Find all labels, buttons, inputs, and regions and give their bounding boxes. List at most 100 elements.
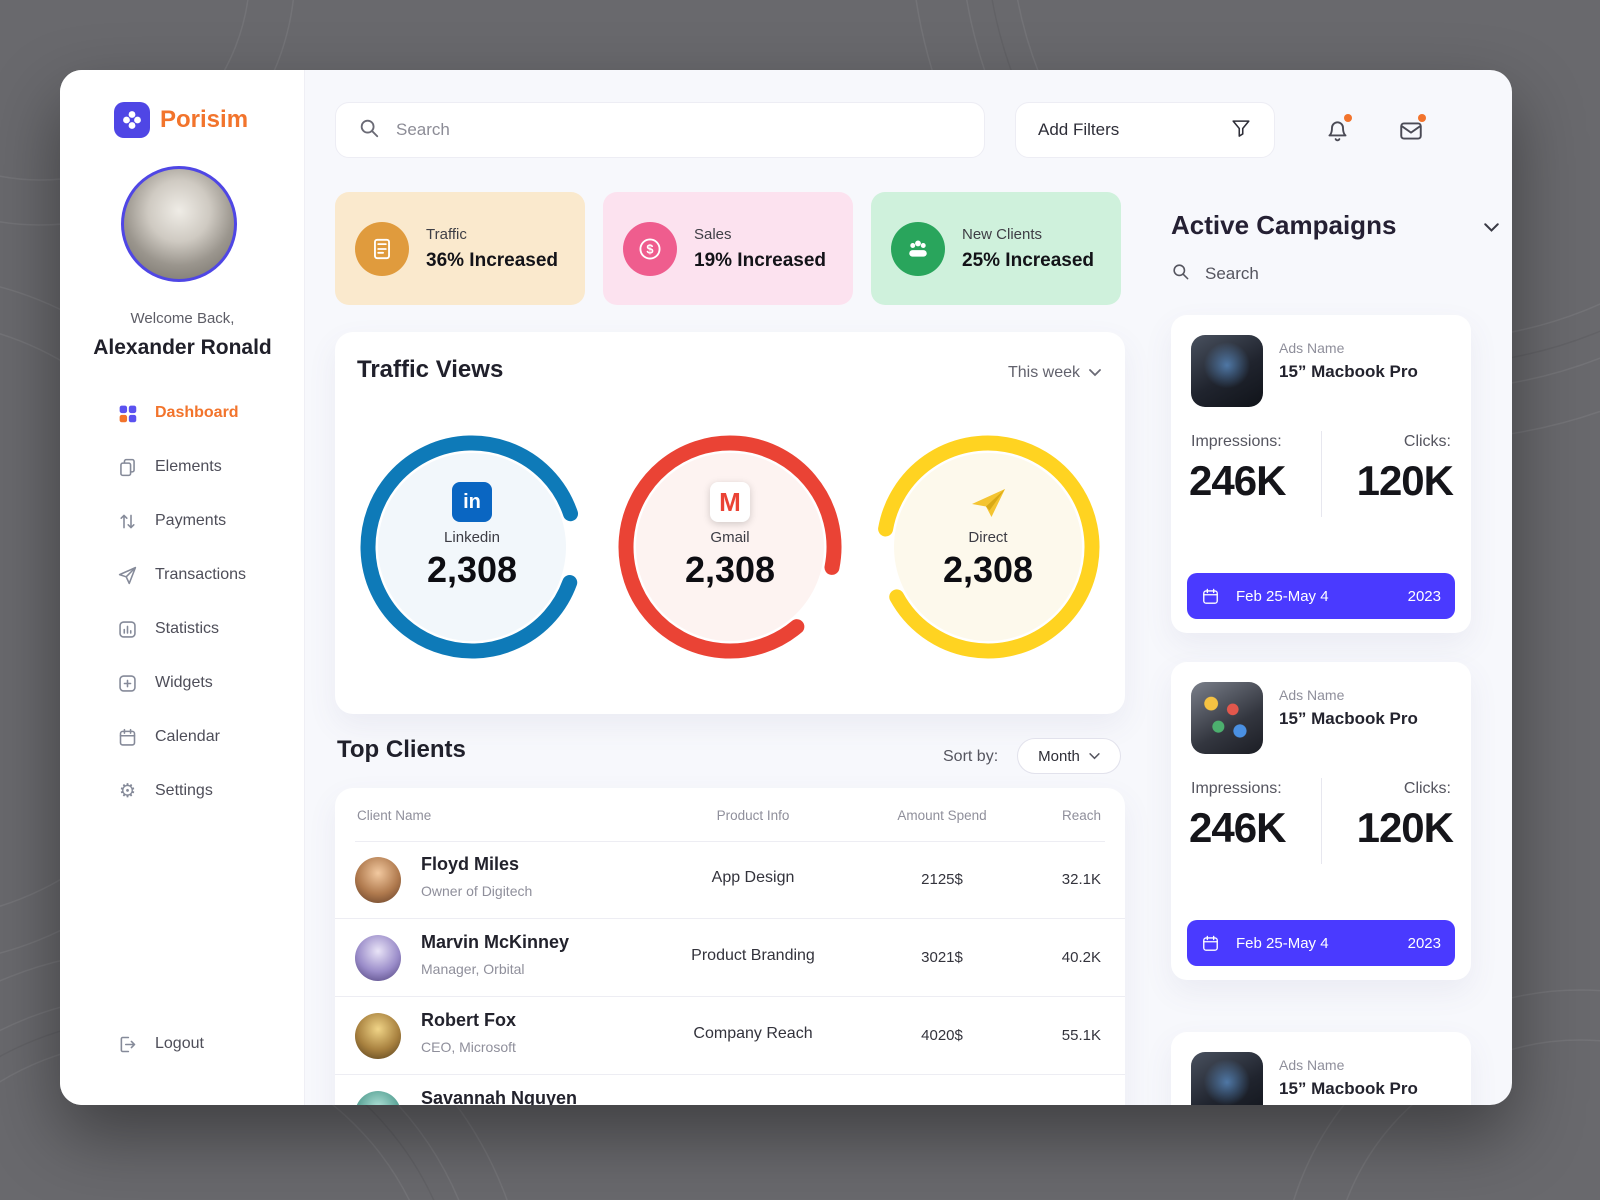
active-campaigns-title: Active Campaigns xyxy=(1171,210,1397,240)
calculator-icon xyxy=(355,221,409,276)
calendar-icon xyxy=(1203,935,1218,951)
client-avatar xyxy=(355,1013,401,1059)
campaigns-collapse-chevron[interactable] xyxy=(1484,220,1499,238)
col-product-info: Product Info xyxy=(716,808,790,823)
client-role: Manager, Orbital xyxy=(421,961,525,977)
chevron-down-icon xyxy=(1484,223,1499,232)
logout-label: Logout xyxy=(155,1035,204,1052)
period-dropdown[interactable]: This week xyxy=(1008,364,1101,382)
ring-value: 2,308 xyxy=(942,549,1034,590)
add-filters-label: Add Filters xyxy=(1038,120,1120,139)
calendar-icon xyxy=(1203,588,1218,604)
add-filters-button[interactable]: Add Filters xyxy=(1015,102,1275,158)
sidebar-item-label: Payments xyxy=(155,512,227,529)
ads-label: Ads Name xyxy=(1279,687,1345,703)
stat-card-sales: $ Sales 19% Increased xyxy=(603,192,853,305)
search-input[interactable] xyxy=(394,119,962,141)
funnel-icon xyxy=(1230,117,1252,144)
impressions-label: Impressions: xyxy=(1191,433,1282,450)
stat-label: Traffic xyxy=(426,225,467,243)
gmail-icon: M xyxy=(710,482,750,522)
campaign-card[interactable]: Ads Name 15” Macbook Pro Impressions: Cl… xyxy=(1171,315,1471,633)
chevron-down-icon xyxy=(1089,752,1100,759)
ring-label: Direct xyxy=(968,529,1008,546)
plus-square-icon xyxy=(116,672,139,695)
sidebar-item-statistics[interactable]: Statistics xyxy=(60,602,305,656)
campaign-card[interactable]: Ads Name 15” Macbook Pro Impressions: Cl… xyxy=(1171,662,1471,980)
campaign-card[interactable]: Ads Name 15” Macbook Pro xyxy=(1171,1032,1471,1105)
calendar-icon xyxy=(116,726,139,749)
stat-value: 25% Increased xyxy=(962,249,1095,271)
client-name: Marvin McKinney xyxy=(421,932,570,952)
campaigns-search-input[interactable] xyxy=(1203,263,1471,285)
ring-label: Gmail xyxy=(710,529,750,546)
bell-icon xyxy=(1328,120,1346,141)
search-icon xyxy=(358,117,380,144)
campaign-date-button[interactable]: Feb 25-May 4 2023 xyxy=(1187,573,1455,619)
logout-button[interactable]: Logout xyxy=(116,1028,204,1060)
sidebar-item-transactions[interactable]: Transactions xyxy=(60,548,305,602)
campaign-date-button[interactable]: Feb 25-May 4 2023 xyxy=(1187,920,1455,966)
impressions-value: 246K xyxy=(1189,457,1286,504)
notification-dot xyxy=(1344,114,1352,122)
header-divider xyxy=(355,841,1105,842)
vertical-divider xyxy=(1321,778,1322,864)
client-reach: 40.2K xyxy=(1061,949,1101,966)
search-icon xyxy=(1171,262,1190,286)
table-row[interactable]: Floyd Miles Owner of Digitech App Design… xyxy=(335,841,1125,919)
period-value: This week xyxy=(1007,364,1080,381)
ring-value: 2,308 xyxy=(684,549,776,590)
table-row[interactable]: Marvin McKinney Manager, Orbital Product… xyxy=(335,919,1125,997)
ads-name: 15” Macbook Pro xyxy=(1279,362,1418,381)
ring-arc-direct xyxy=(876,435,1100,659)
client-name: Robert Fox xyxy=(421,1010,517,1030)
sidebar-item-calendar[interactable]: Calendar xyxy=(60,710,305,764)
sidebar-item-dashboard[interactable]: Dashboard xyxy=(60,386,305,440)
sidebar: Porisim Welcome Back, Alexander Ronald D… xyxy=(60,70,305,1105)
sidebar-item-label: Dashboard xyxy=(155,404,239,421)
vertical-divider xyxy=(1321,431,1322,517)
impressions-label: Impressions: xyxy=(1191,780,1282,797)
table-row[interactable]: Savannah Nguyen xyxy=(335,1075,1125,1105)
client-avatar xyxy=(355,857,401,903)
messages-button[interactable] xyxy=(1390,110,1432,152)
top-clients-table: Client Name Product Info Amount Spend Re… xyxy=(335,788,1125,1105)
stat-label: New Clients xyxy=(962,225,1043,243)
table-row[interactable]: Robert Fox CEO, Microsoft Company Reach … xyxy=(335,997,1125,1075)
sidebar-item-widgets[interactable]: Widgets xyxy=(60,656,305,710)
message-dot xyxy=(1418,114,1426,122)
sort-dropdown[interactable]: Month xyxy=(1017,738,1121,774)
stat-card-traffic: Traffic 36% Increased xyxy=(335,192,585,305)
client-role: CEO, Microsoft xyxy=(421,1039,516,1055)
people-icon xyxy=(891,221,945,276)
sidebar-item-settings[interactable]: ⚙ Settings xyxy=(60,764,305,818)
clicks-label: Clicks: xyxy=(1403,433,1451,450)
svg-text:$: $ xyxy=(646,241,653,256)
client-amount: 4020$ xyxy=(921,1027,963,1044)
sidebar-nav: Dashboard Elements Payments xyxy=(60,386,305,818)
ads-name: 15” Macbook Pro xyxy=(1279,1079,1418,1098)
ring-arc-linkedin xyxy=(360,435,584,659)
campaigns-search xyxy=(1171,262,1471,286)
sidebar-item-payments[interactable]: Payments xyxy=(60,494,305,548)
notifications-button[interactable] xyxy=(1316,110,1358,152)
ads-label: Ads Name xyxy=(1279,340,1345,356)
dollar-icon: $ xyxy=(623,221,677,276)
traffic-views-title: Traffic Views xyxy=(357,356,504,383)
sidebar-item-label: Widgets xyxy=(155,674,213,691)
ring-label: Linkedin xyxy=(444,529,500,546)
traffic-views-panel: Traffic Views This week in Linkedin 2,30… xyxy=(335,332,1125,714)
sort-value: Month xyxy=(1038,747,1080,765)
logout-icon xyxy=(116,1033,139,1056)
client-reach: 55.1K xyxy=(1061,1027,1101,1044)
stat-card-new-clients: New Clients 25% Increased xyxy=(871,192,1121,305)
clicks-value: 120K xyxy=(1356,804,1454,851)
sidebar-item-elements[interactable]: Elements xyxy=(60,440,305,494)
dashboard-icon xyxy=(116,402,139,425)
client-avatar xyxy=(355,1091,401,1105)
brand: Porisim xyxy=(114,102,248,138)
paper-plane-icon xyxy=(968,482,1008,527)
client-product: Product Branding xyxy=(691,947,815,964)
porisim-logo-icon xyxy=(114,102,150,138)
